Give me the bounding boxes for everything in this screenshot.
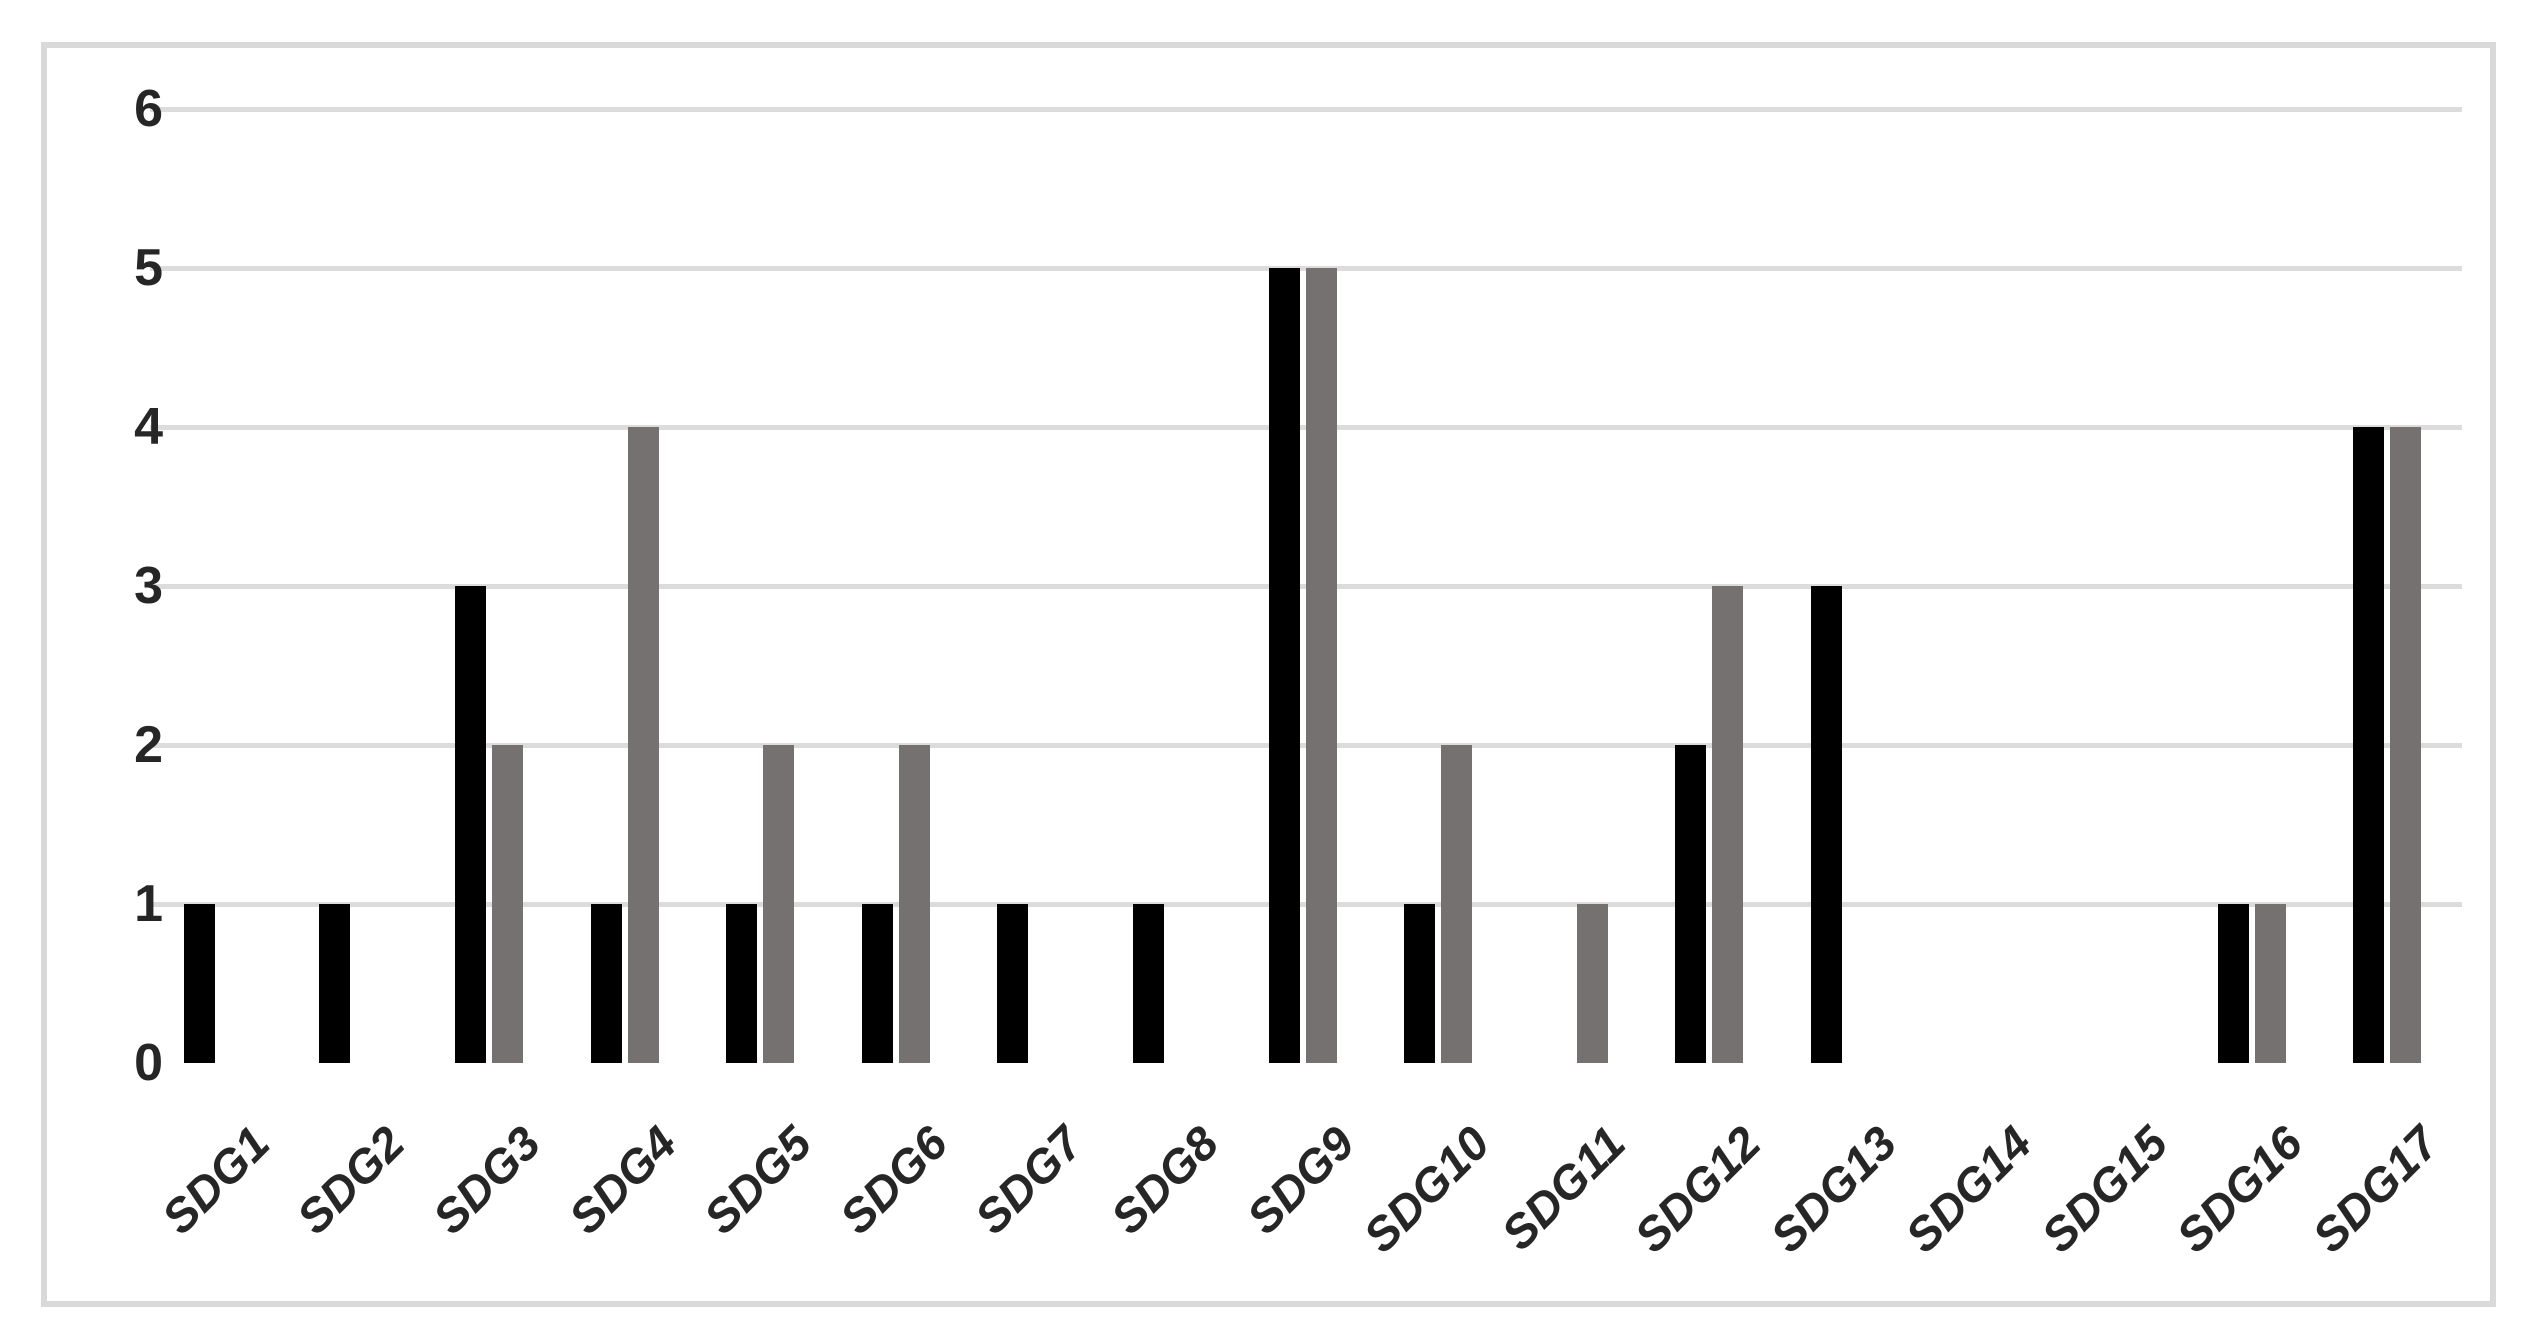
bar-sdg5-gray: [763, 745, 795, 1063]
x-tick-label-sdg11: SDG11: [1491, 1115, 1636, 1260]
bar-sdg1-black: [183, 904, 215, 1063]
y-tick-label: 3: [134, 557, 163, 615]
y-tick-label: 1: [134, 875, 163, 933]
bar-sdg12-gray: [1712, 586, 1744, 1063]
bar-sdg16-gray: [2254, 904, 2286, 1063]
x-tick-label-sdg17: SDG17: [2302, 1115, 2449, 1263]
x-tick-label-sdg7: SDG7: [964, 1115, 1093, 1244]
x-tick-label-sdg15: SDG15: [2030, 1115, 2178, 1263]
x-tick-label-sdg10: SDG10: [1352, 1115, 1500, 1263]
bar-sdg5-black: [726, 904, 758, 1063]
bar-sdg4-black: [590, 904, 622, 1063]
bar-sdg6-black: [861, 904, 893, 1063]
bar-sdg13-black: [1810, 586, 1842, 1063]
x-tick-label-sdg3: SDG3: [422, 1115, 551, 1244]
x-tick-label-sdg1: SDG1: [151, 1115, 280, 1244]
bar-sdg3-gray: [491, 745, 523, 1063]
y-tick-label: 6: [134, 80, 163, 138]
bar-sdg11-gray: [1576, 904, 1608, 1063]
bar-sdg12-black: [1675, 745, 1707, 1063]
bar-sdg9-black: [1268, 268, 1300, 1063]
x-tick-label-sdg13: SDG13: [1759, 1115, 1907, 1263]
x-tick-label-sdg12: SDG12: [1624, 1115, 1771, 1263]
x-tick-label-sdg2: SDG2: [286, 1115, 415, 1244]
bar-sdg7-black: [997, 904, 1029, 1063]
bar-sdg6-gray: [898, 745, 930, 1063]
y-tick-label: 5: [134, 239, 163, 297]
bar-sdg4-gray: [627, 427, 659, 1063]
x-tick-label-sdg14: SDG14: [1895, 1115, 2042, 1263]
chart-frame: 0 1 2 3 4 5 6 SDG1 SDG2 SDG3 SDG4 SDG5 SDG6 SDG7 SDG8…: [41, 42, 2496, 1307]
gridline-y6: [150, 107, 2462, 112]
bar-sdg9-gray: [1305, 268, 1337, 1063]
bar-sdg2-black: [319, 904, 351, 1063]
bar-sdg8-black: [1132, 904, 1164, 1063]
x-tick-label-sdg6: SDG6: [829, 1115, 958, 1244]
bar-sdg16-black: [2217, 904, 2249, 1063]
y-tick-label: 0: [134, 1034, 163, 1092]
bar-sdg17-black: [2353, 427, 2385, 1063]
y-tick-label: 4: [134, 398, 163, 456]
bar-sdg10-black: [1404, 904, 1436, 1063]
y-tick-label: 2: [134, 716, 163, 774]
x-tick-label-sdg4: SDG4: [557, 1115, 686, 1244]
x-tick-label-sdg8: SDG8: [1100, 1115, 1229, 1244]
x-tick-label-sdg5: SDG5: [693, 1115, 822, 1244]
bar-sdg3-black: [454, 586, 486, 1063]
bar-sdg10-gray: [1441, 745, 1473, 1063]
bar-sdg17-gray: [2390, 427, 2422, 1063]
x-tick-label-sdg16: SDG16: [2166, 1115, 2313, 1263]
x-tick-label-sdg9: SDG9: [1235, 1115, 1364, 1244]
